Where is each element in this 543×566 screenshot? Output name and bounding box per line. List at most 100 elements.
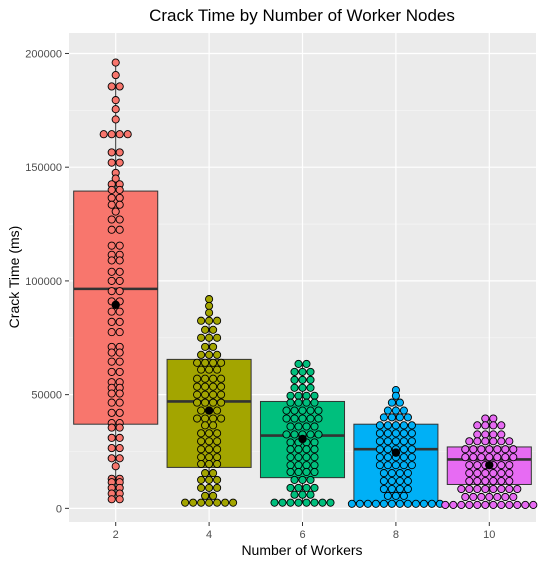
x-tick-label: 4 <box>206 529 212 541</box>
data-point <box>107 267 116 276</box>
data-point <box>205 429 214 438</box>
data-point <box>217 382 226 391</box>
data-point <box>213 429 222 438</box>
data-point <box>302 483 311 492</box>
data-point <box>505 484 514 494</box>
data-point <box>197 459 206 469</box>
data-point <box>107 357 116 366</box>
data-point <box>403 477 412 486</box>
data-point <box>310 398 319 407</box>
data-point <box>193 390 202 399</box>
data-point <box>465 477 474 486</box>
data-point <box>201 414 210 423</box>
data-point <box>298 375 307 384</box>
data-point <box>302 359 311 368</box>
data-point <box>489 500 498 509</box>
x-tick-label: 10 <box>483 529 495 541</box>
data-point <box>391 429 400 438</box>
mean-marker <box>391 448 401 457</box>
data-point <box>481 484 490 494</box>
y-tick-label: 50000 <box>31 390 62 402</box>
data-point <box>395 469 404 478</box>
data-point <box>383 406 392 415</box>
data-point <box>290 367 299 376</box>
data-point <box>123 130 132 139</box>
data-point <box>407 429 416 438</box>
data-point <box>286 398 295 407</box>
data-point <box>306 375 315 384</box>
data-point <box>501 445 510 454</box>
data-point <box>395 477 404 486</box>
data-point <box>107 225 116 234</box>
data-point <box>189 498 198 507</box>
data-point <box>290 375 299 384</box>
data-point <box>290 414 299 423</box>
data-point <box>205 459 214 469</box>
data-point <box>310 445 319 454</box>
data-point <box>427 499 436 508</box>
data-point <box>310 391 319 400</box>
data-point <box>107 348 116 357</box>
data-point <box>107 241 116 250</box>
data-point <box>115 225 124 234</box>
data-point <box>197 406 206 415</box>
data-point <box>399 453 408 462</box>
data-point <box>107 307 116 316</box>
data-point <box>107 367 116 376</box>
data-point <box>115 200 124 209</box>
data-point <box>310 453 319 462</box>
data-point <box>111 105 120 114</box>
data-point <box>391 421 400 430</box>
data-point <box>115 193 124 202</box>
data-point <box>286 498 295 507</box>
data-points <box>99 58 538 509</box>
data-point <box>213 453 222 462</box>
data-point <box>493 453 502 462</box>
data-point <box>306 490 315 499</box>
data-point <box>181 498 190 507</box>
data-point <box>403 499 412 508</box>
data-point <box>497 437 506 446</box>
data-point <box>363 499 372 508</box>
data-point <box>115 328 124 337</box>
data-point <box>115 256 124 265</box>
data-point <box>306 367 315 376</box>
data-point <box>294 391 303 400</box>
data-point <box>481 477 490 486</box>
data-point <box>115 276 124 285</box>
mean-marker <box>204 406 214 415</box>
data-point <box>306 383 315 392</box>
data-point <box>286 453 295 462</box>
data-point <box>213 459 222 469</box>
data-point <box>314 430 323 439</box>
data-point <box>497 484 506 494</box>
data-point <box>387 477 396 486</box>
data-point <box>461 453 470 462</box>
data-point <box>209 325 218 334</box>
data-point <box>302 453 311 462</box>
data-point <box>298 406 307 415</box>
data-point <box>286 467 295 477</box>
x-axis-title: Number of Workers <box>241 542 362 558</box>
data-point <box>115 267 124 276</box>
data-point <box>111 71 120 80</box>
data-point <box>213 365 222 374</box>
data-point <box>115 130 124 139</box>
data-point <box>115 357 124 366</box>
data-point <box>326 498 335 507</box>
y-tick-label: 200000 <box>25 48 62 60</box>
data-point <box>314 414 323 423</box>
data-point <box>209 374 218 383</box>
data-point <box>205 316 214 325</box>
data-point <box>375 429 384 438</box>
data-point <box>107 454 116 463</box>
data-point <box>521 500 530 509</box>
data-point <box>497 500 506 509</box>
data-point <box>213 498 222 507</box>
data-point <box>383 437 392 446</box>
data-point <box>107 200 116 209</box>
data-point <box>107 158 116 167</box>
data-point <box>205 437 214 446</box>
data-point <box>395 398 404 407</box>
